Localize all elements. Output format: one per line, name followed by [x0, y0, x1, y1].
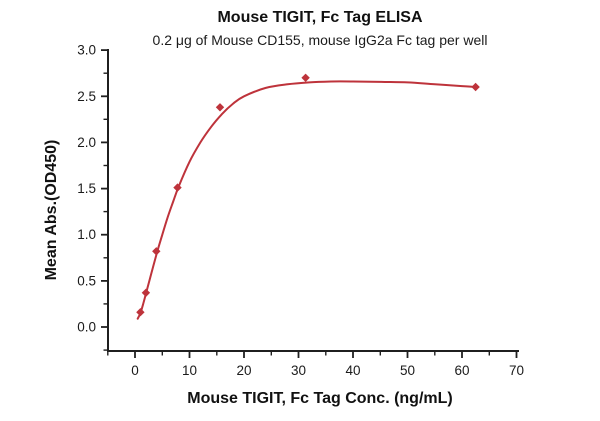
x-tick-label: 60 [454, 363, 469, 378]
x-tick-label: 40 [345, 363, 360, 378]
chart-title: Mouse TIGIT, Fc Tag ELISA [217, 9, 423, 26]
y-tick-label: 3.0 [77, 43, 96, 58]
data-point-marker [215, 103, 225, 112]
y-tick-label: 0.0 [77, 320, 96, 335]
data-point-marker [152, 247, 161, 256]
fit-curve [136, 80, 477, 320]
y-tick-label: 0.5 [77, 273, 96, 288]
x-tick-label: 70 [509, 363, 524, 378]
x-tick-label: 30 [291, 363, 306, 378]
chart-subtitle: 0.2 μg of Mouse CD155, mouse IgG2a Fc ta… [152, 32, 488, 48]
data-point-marker [141, 288, 151, 297]
y-tick-label: 1.0 [77, 227, 96, 242]
x-tick-label: 0 [131, 363, 139, 378]
x-tick-label: 10 [182, 363, 197, 378]
data-point-marker [173, 183, 182, 192]
y-tick-label: 1.5 [77, 181, 96, 196]
x-tick-label: 50 [400, 363, 415, 378]
y-tick-label: 2.5 [77, 89, 96, 104]
x-axis-label: Mouse TIGIT, Fc Tag Conc. (ng/mL) [187, 390, 453, 407]
x-tick-label: 20 [236, 363, 251, 378]
data-point-marker [301, 73, 310, 82]
data-point-marker [471, 82, 480, 92]
y-tick-label: 2.0 [77, 135, 96, 150]
data-point-marker [136, 308, 145, 317]
